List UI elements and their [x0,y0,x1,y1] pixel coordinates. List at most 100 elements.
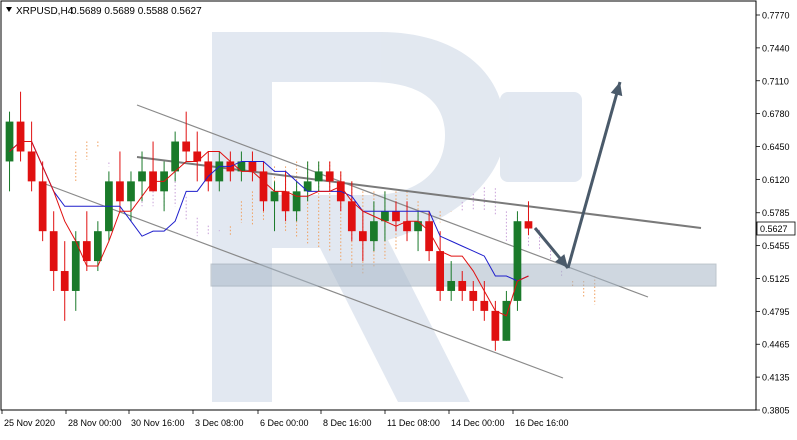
candle [138,151,146,202]
y-tick-label: 0.7110 [762,76,789,86]
candle [27,121,36,192]
candle-body [502,300,511,341]
candle-body [370,221,378,242]
candle [325,161,334,192]
x-tick-label: 6 Dec 00:00 [260,418,309,428]
candle-body [38,181,47,232]
y-tick-label: 0.5125 [762,274,790,284]
ohlc-values: 0.5689 0.5689 0.5588 0.5627 [71,6,202,17]
candle-body [281,191,290,212]
y-tick-label: 0.7770 [762,11,790,21]
candle-body [403,221,411,232]
forecast-arrow-up [566,81,623,269]
y-tick-label: 0.6120 [762,175,790,185]
candle-body [414,221,422,232]
tenkan-line [9,141,529,317]
candle-body [248,161,257,172]
y-tick-label: 0.4465 [762,340,790,350]
candle-body [458,280,467,291]
dropdown-triangle-icon[interactable] [6,7,12,12]
candle-body [480,300,489,311]
candle [116,151,124,212]
candle [281,171,290,222]
candle-body [5,121,14,162]
candle [436,231,445,301]
candle [259,161,268,212]
candle [347,181,356,242]
candle-body [381,211,389,222]
candle [524,201,533,236]
candle-body [82,241,91,262]
candle [381,191,389,242]
y-tick-label: 0.5455 [762,241,790,251]
candle [93,221,102,272]
candle-body [292,191,301,212]
candle-body [270,191,279,202]
candle [237,151,246,182]
candle [16,91,25,162]
x-tick-label: 30 Nov 16:00 [131,418,185,428]
candle [358,211,367,262]
candle-body [49,231,58,272]
y-tick-label: 0.4135 [762,373,790,383]
candle-body [524,221,533,229]
candle-body [171,141,180,172]
candle-body [491,310,500,341]
candle [204,151,213,192]
candle [182,111,191,162]
candle-body [358,231,367,242]
y-tick-label: 0.3805 [762,406,790,416]
candle [447,261,456,301]
candle [127,171,135,222]
candle [303,161,312,202]
kijun-line [9,141,529,282]
y-tick-label: 0.7440 [762,43,790,53]
x-tick-label: 3 Dec 08:00 [195,418,244,428]
candle-body [60,271,69,291]
y-tick-label: 0.6450 [762,142,790,152]
x-tick-label: 28 Nov 00:00 [68,418,122,428]
candle-body [237,161,246,172]
candle [49,211,58,291]
candle [314,161,323,192]
y-axis: 0.7770 0.7440 0.7110 0.6780 0.6450 0.6120 0.57… [756,11,790,416]
y-tick-label: 0.6780 [762,109,790,119]
candle [292,181,301,222]
candle [270,181,279,232]
candle-body [16,121,25,152]
candle-body [259,171,268,202]
candle [469,280,478,311]
candle [171,131,180,182]
candle [60,241,69,321]
candle [248,151,257,182]
candle [38,161,47,242]
candle [71,231,80,311]
candle [82,211,91,272]
y-tick-label: 0.5785 [762,208,790,218]
candle-body [392,211,400,222]
candle-body [27,151,36,182]
candle [425,211,433,262]
candle [414,211,422,252]
x-tick-label: 11 Dec 08:00 [387,418,440,428]
candle [458,271,467,301]
candle-body [215,161,224,182]
symbol-label: XRPUSD,H4 [16,6,74,17]
x-tick-label: 14 Dec 00:00 [451,418,505,428]
candle-body [303,181,312,192]
candle-body [513,221,522,301]
forecast-arrows [533,81,623,269]
candle [480,280,489,321]
candle-body [116,181,124,202]
candle-body [93,231,102,262]
current-price-label: 0.5627 [760,224,788,234]
candle-body [325,171,334,182]
candle-body [138,171,146,182]
candle [513,211,522,311]
candle-body [71,241,80,291]
candle [491,300,500,351]
candle-body [204,161,213,182]
candle-body [436,251,445,291]
chart-header: XRPUSD,H4 0.5689 0.5689 0.5588 0.5627 [6,6,202,17]
